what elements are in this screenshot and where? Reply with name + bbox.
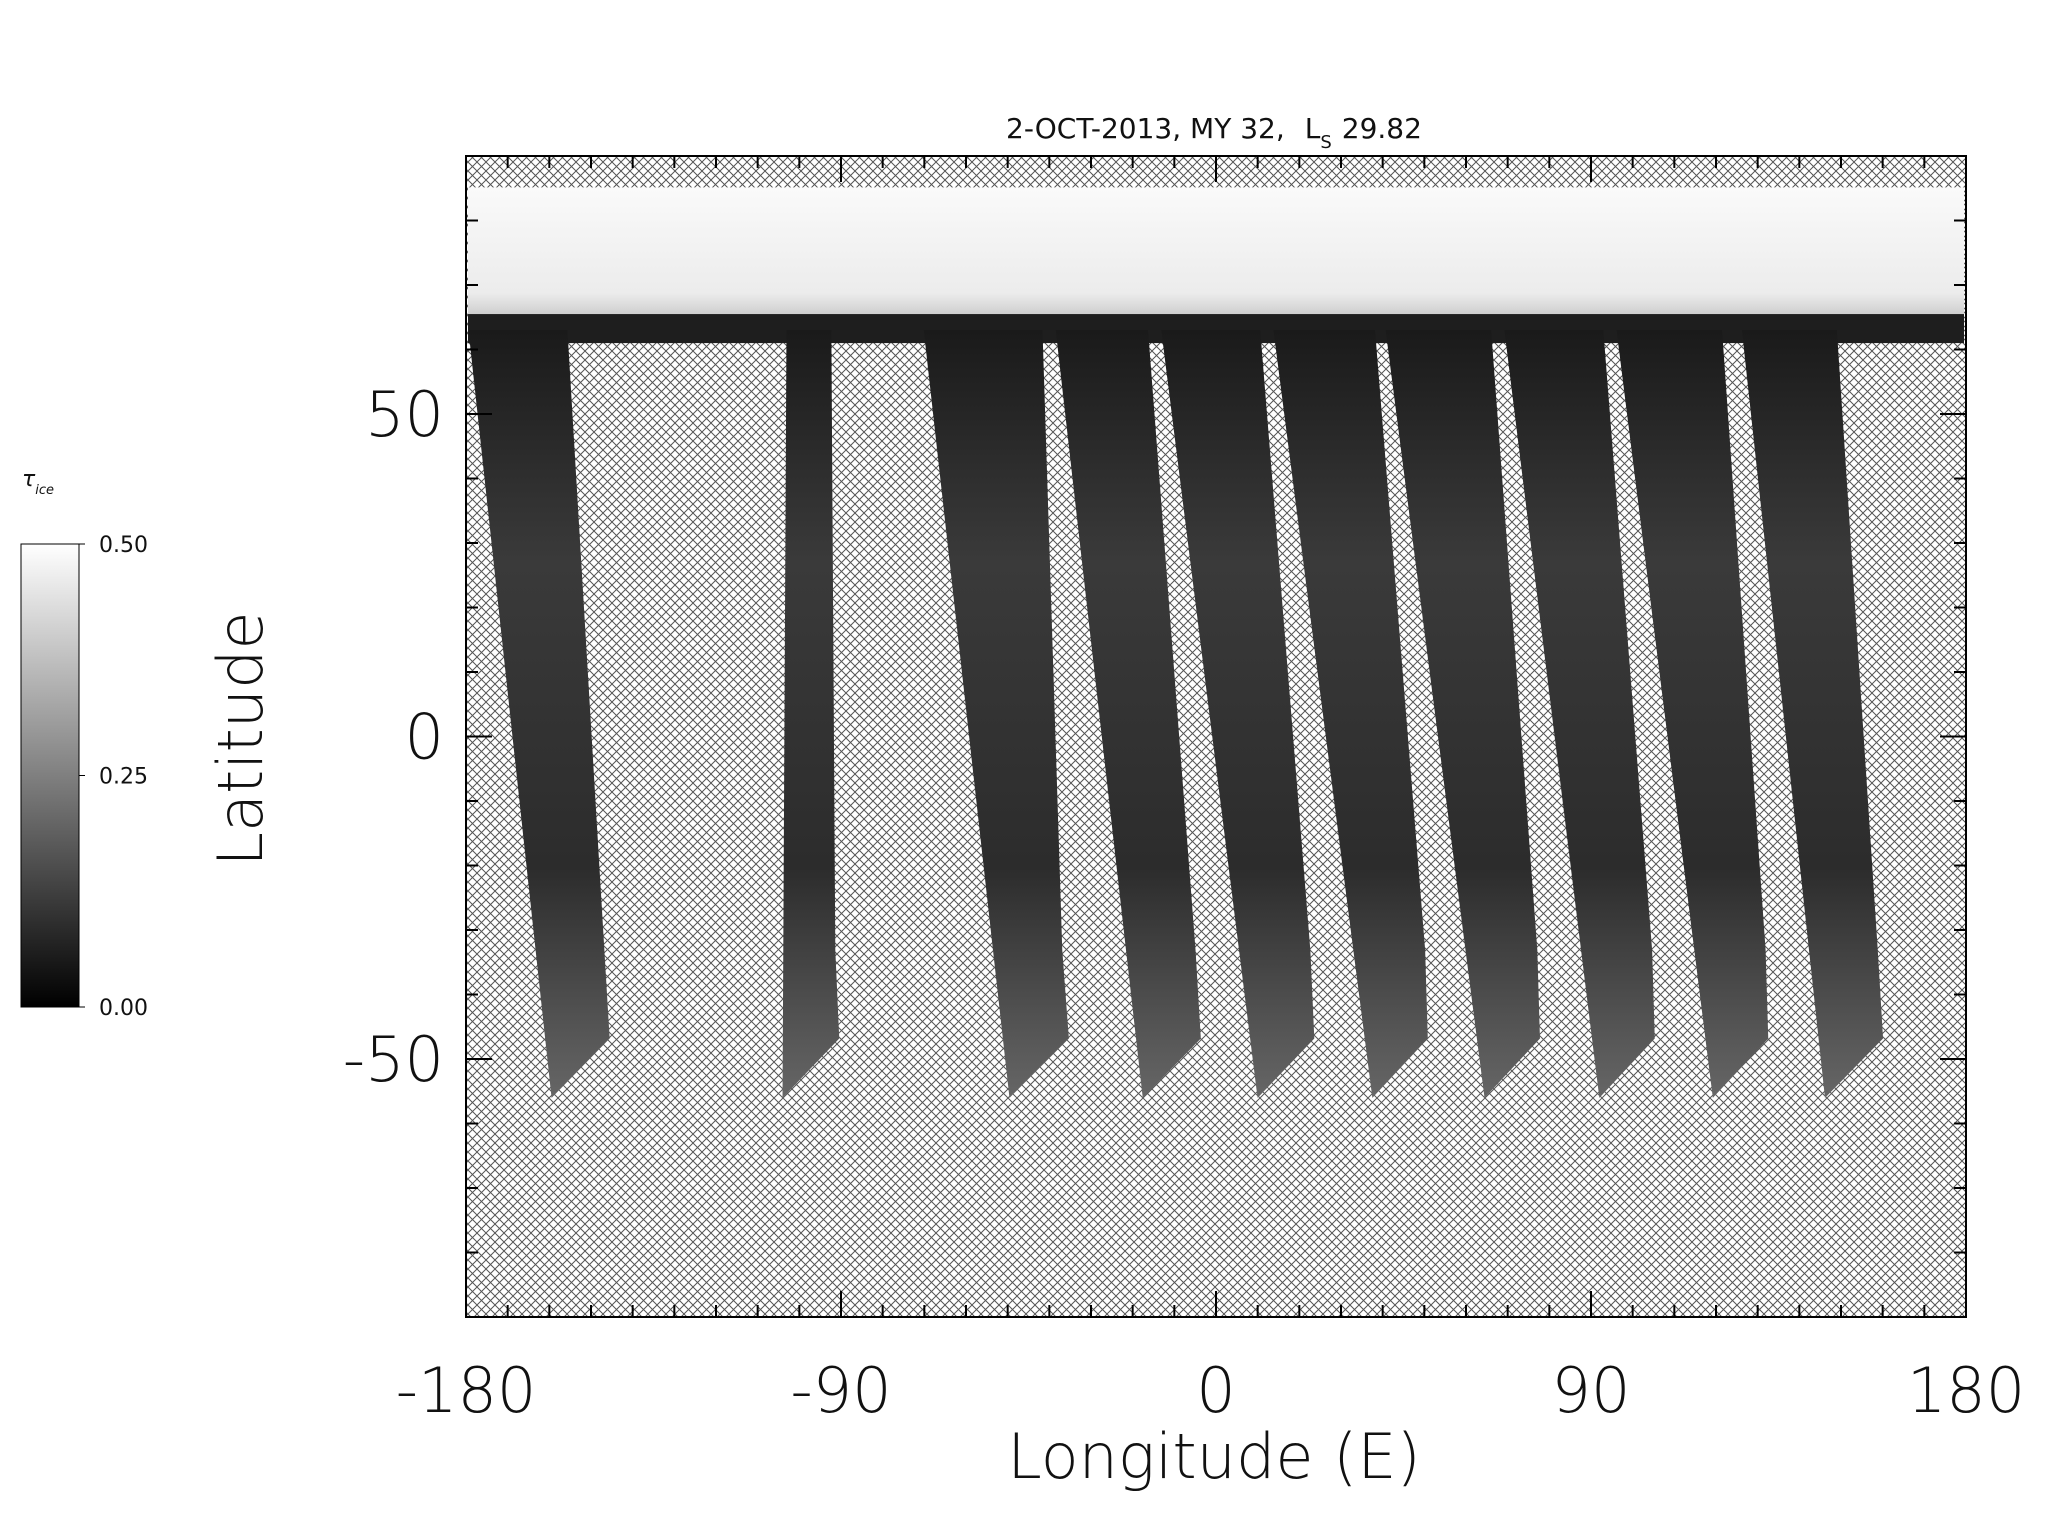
x-tick-label: 0 — [1196, 1354, 1235, 1427]
swath — [1616, 329, 1769, 1098]
title-ls-sub: S — [1320, 132, 1331, 153]
title-ls-value: 29.82 — [1342, 112, 1422, 145]
x-tick-label: 90 — [1552, 1354, 1631, 1427]
x-tick-label: 180 — [1907, 1354, 2025, 1427]
y-tick-label: 0 — [405, 701, 444, 774]
colorbar-symbol: τ — [22, 467, 36, 492]
swath — [923, 329, 1069, 1098]
colorbar — [20, 543, 80, 1008]
colorbar-sub: ice — [35, 483, 54, 498]
colorbar-tick-label: 0.25 — [99, 765, 148, 790]
x-axis-label: Longitude (E) — [1007, 1420, 1420, 1493]
chart-title: 2-OCT-2013, MY 32, LS 29.82 — [1006, 112, 1422, 153]
swath — [1385, 329, 1540, 1098]
swath — [468, 329, 610, 1098]
title-ls: L — [1305, 112, 1321, 145]
colorbar-tick-label: 0.00 — [99, 996, 148, 1021]
swath — [782, 329, 840, 1098]
swath — [1504, 329, 1655, 1098]
y-tick-label: 50 — [365, 378, 444, 451]
colorbar-tick-label: 0.50 — [99, 533, 148, 558]
x-tick-label: -90 — [790, 1354, 891, 1427]
swath — [1161, 329, 1315, 1098]
swath — [1055, 329, 1201, 1098]
swath — [1741, 329, 1884, 1098]
y-tick-label: -50 — [343, 1023, 444, 1096]
swath — [1273, 329, 1428, 1098]
polar-band — [468, 187, 1964, 320]
x-tick-label: -180 — [396, 1354, 537, 1427]
title-date: 2-OCT-2013, MY 32, — [1006, 112, 1285, 145]
colorbar-label: τice — [22, 467, 54, 498]
y-axis-label: Latitude — [204, 611, 277, 866]
